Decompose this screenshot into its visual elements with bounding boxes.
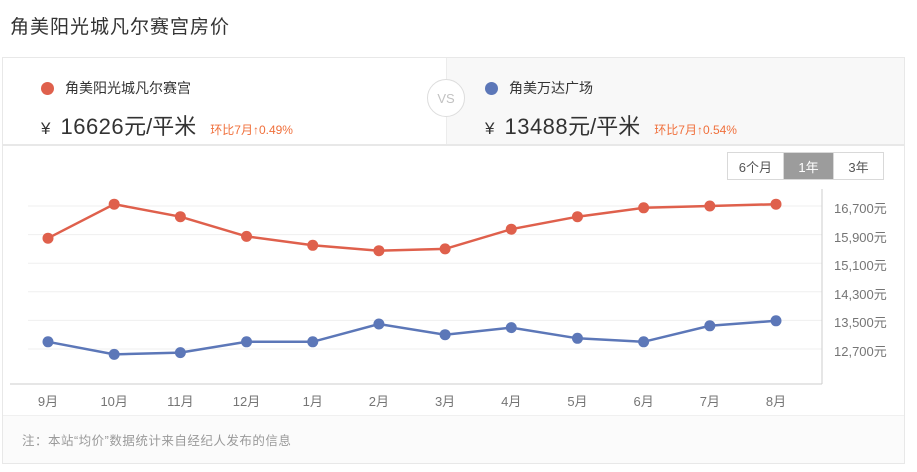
- property-a-change-badge: 环比7月↑0.49%: [210, 123, 293, 137]
- series-b-dot-icon: [485, 81, 498, 95]
- x-axis-label: 4月: [501, 394, 522, 409]
- chart-point[interactable]: [108, 348, 120, 360]
- y-axis-label: 14,300元: [834, 286, 887, 302]
- chart-point[interactable]: [174, 211, 186, 223]
- chart-point[interactable]: [241, 336, 253, 348]
- x-axis-label: 9月: [37, 394, 59, 409]
- property-a-unit: 元/平米: [124, 114, 197, 139]
- property-a-legend: 角美阳光城凡尔赛宫: [41, 78, 446, 98]
- chart-point[interactable]: [704, 200, 716, 212]
- chart-card: 6个月 1年 3年 16,700元 15,900元 15,100元 14,300元 13,5…: [2, 145, 905, 464]
- range-button-1年[interactable]: 1年: [783, 153, 833, 179]
- property-b-price: 13488: [504, 114, 569, 139]
- x-axis-label: 5月: [567, 394, 588, 409]
- x-axis-label: 2月: [368, 394, 390, 409]
- y-axis-label: 12,700元: [834, 344, 887, 359]
- series-a-dot-icon: [41, 81, 54, 95]
- price-trend-chart: [10, 189, 823, 385]
- y-axis-label: 13,500元: [834, 315, 887, 331]
- chart-point[interactable]: [174, 347, 186, 359]
- chart-point[interactable]: [704, 320, 716, 332]
- range-button-3年[interactable]: 3年: [833, 153, 883, 179]
- chart-point[interactable]: [638, 202, 650, 214]
- time-range-switcher: 6个月 1年 3年: [726, 152, 884, 180]
- vs-badge: VS: [427, 79, 465, 117]
- chart-point[interactable]: [505, 322, 517, 334]
- footnote-row: 注：本站“均价”数据统计来自经纪人发布的信息: [3, 415, 904, 463]
- chart-point[interactable]: [307, 239, 319, 251]
- property-a-price: 16626: [60, 114, 125, 139]
- footnote-text: 注：本站“均价”数据统计来自经纪人发布的信息: [22, 434, 292, 448]
- chart-point[interactable]: [373, 245, 385, 257]
- x-axis-label: 11月: [167, 394, 194, 409]
- chart-point[interactable]: [42, 232, 54, 244]
- x-axis-label: 6月: [633, 394, 654, 409]
- property-b-legend: 角美万达广场: [485, 78, 904, 98]
- comparison-header-card: 角美阳光城凡尔赛宫 ¥ 16626 元/平米 环比7月↑0.49% 角美万达广场…: [2, 57, 905, 145]
- x-axis-label: 3月: [434, 394, 456, 409]
- page-title: 角美阳光城凡尔赛宫房价: [10, 17, 231, 38]
- series-line-1: [47, 319, 777, 356]
- y-axis-label: 15,900元: [834, 229, 887, 245]
- property-a-panel: 角美阳光城凡尔赛宫 ¥ 16626 元/平米 环比7月↑0.49%: [3, 58, 446, 144]
- y-axis-label: 15,100元: [834, 258, 887, 274]
- chart-point[interactable]: [42, 336, 54, 348]
- property-a-name: 角美阳光城凡尔赛宫: [65, 80, 191, 96]
- property-a-price-row: ¥ 16626 元/平米 环比7月↑0.49%: [41, 109, 446, 141]
- y-axis-label: 16,700元: [834, 201, 887, 216]
- chart-point[interactable]: [505, 223, 517, 235]
- property-b-name: 角美万达广场: [509, 80, 593, 96]
- chart-point[interactable]: [439, 329, 451, 341]
- x-axis-label: 7月: [699, 394, 720, 409]
- range-button-6个月[interactable]: 6个月: [727, 153, 783, 179]
- chart-point[interactable]: [373, 318, 385, 330]
- property-b-price-row: ¥ 13488 元/平米 环比7月↑0.54%: [485, 109, 904, 141]
- property-b-change-badge: 环比7月↑0.54%: [654, 123, 737, 137]
- chart-point[interactable]: [571, 332, 583, 344]
- property-a-currency: ¥: [41, 119, 51, 138]
- x-axis-label: 10月: [100, 394, 128, 409]
- x-axis-label: 8月: [765, 394, 787, 409]
- property-b-panel: 角美万达广场 ¥ 13488 元/平米 环比7月↑0.54%: [446, 58, 904, 144]
- chart-point[interactable]: [307, 336, 319, 348]
- x-axis-label: 1月: [302, 394, 323, 409]
- chart-point[interactable]: [108, 198, 120, 210]
- chart-point[interactable]: [770, 198, 782, 210]
- chart-point[interactable]: [638, 336, 650, 348]
- property-b-currency: ¥: [485, 119, 495, 138]
- chart-point[interactable]: [241, 230, 253, 242]
- x-axis-label: 12月: [232, 394, 261, 409]
- chart-point[interactable]: [770, 315, 782, 327]
- chart-point[interactable]: [439, 243, 451, 255]
- chart-point[interactable]: [571, 211, 583, 223]
- series-line-0: [47, 202, 777, 252]
- property-b-unit: 元/平米: [568, 114, 641, 139]
